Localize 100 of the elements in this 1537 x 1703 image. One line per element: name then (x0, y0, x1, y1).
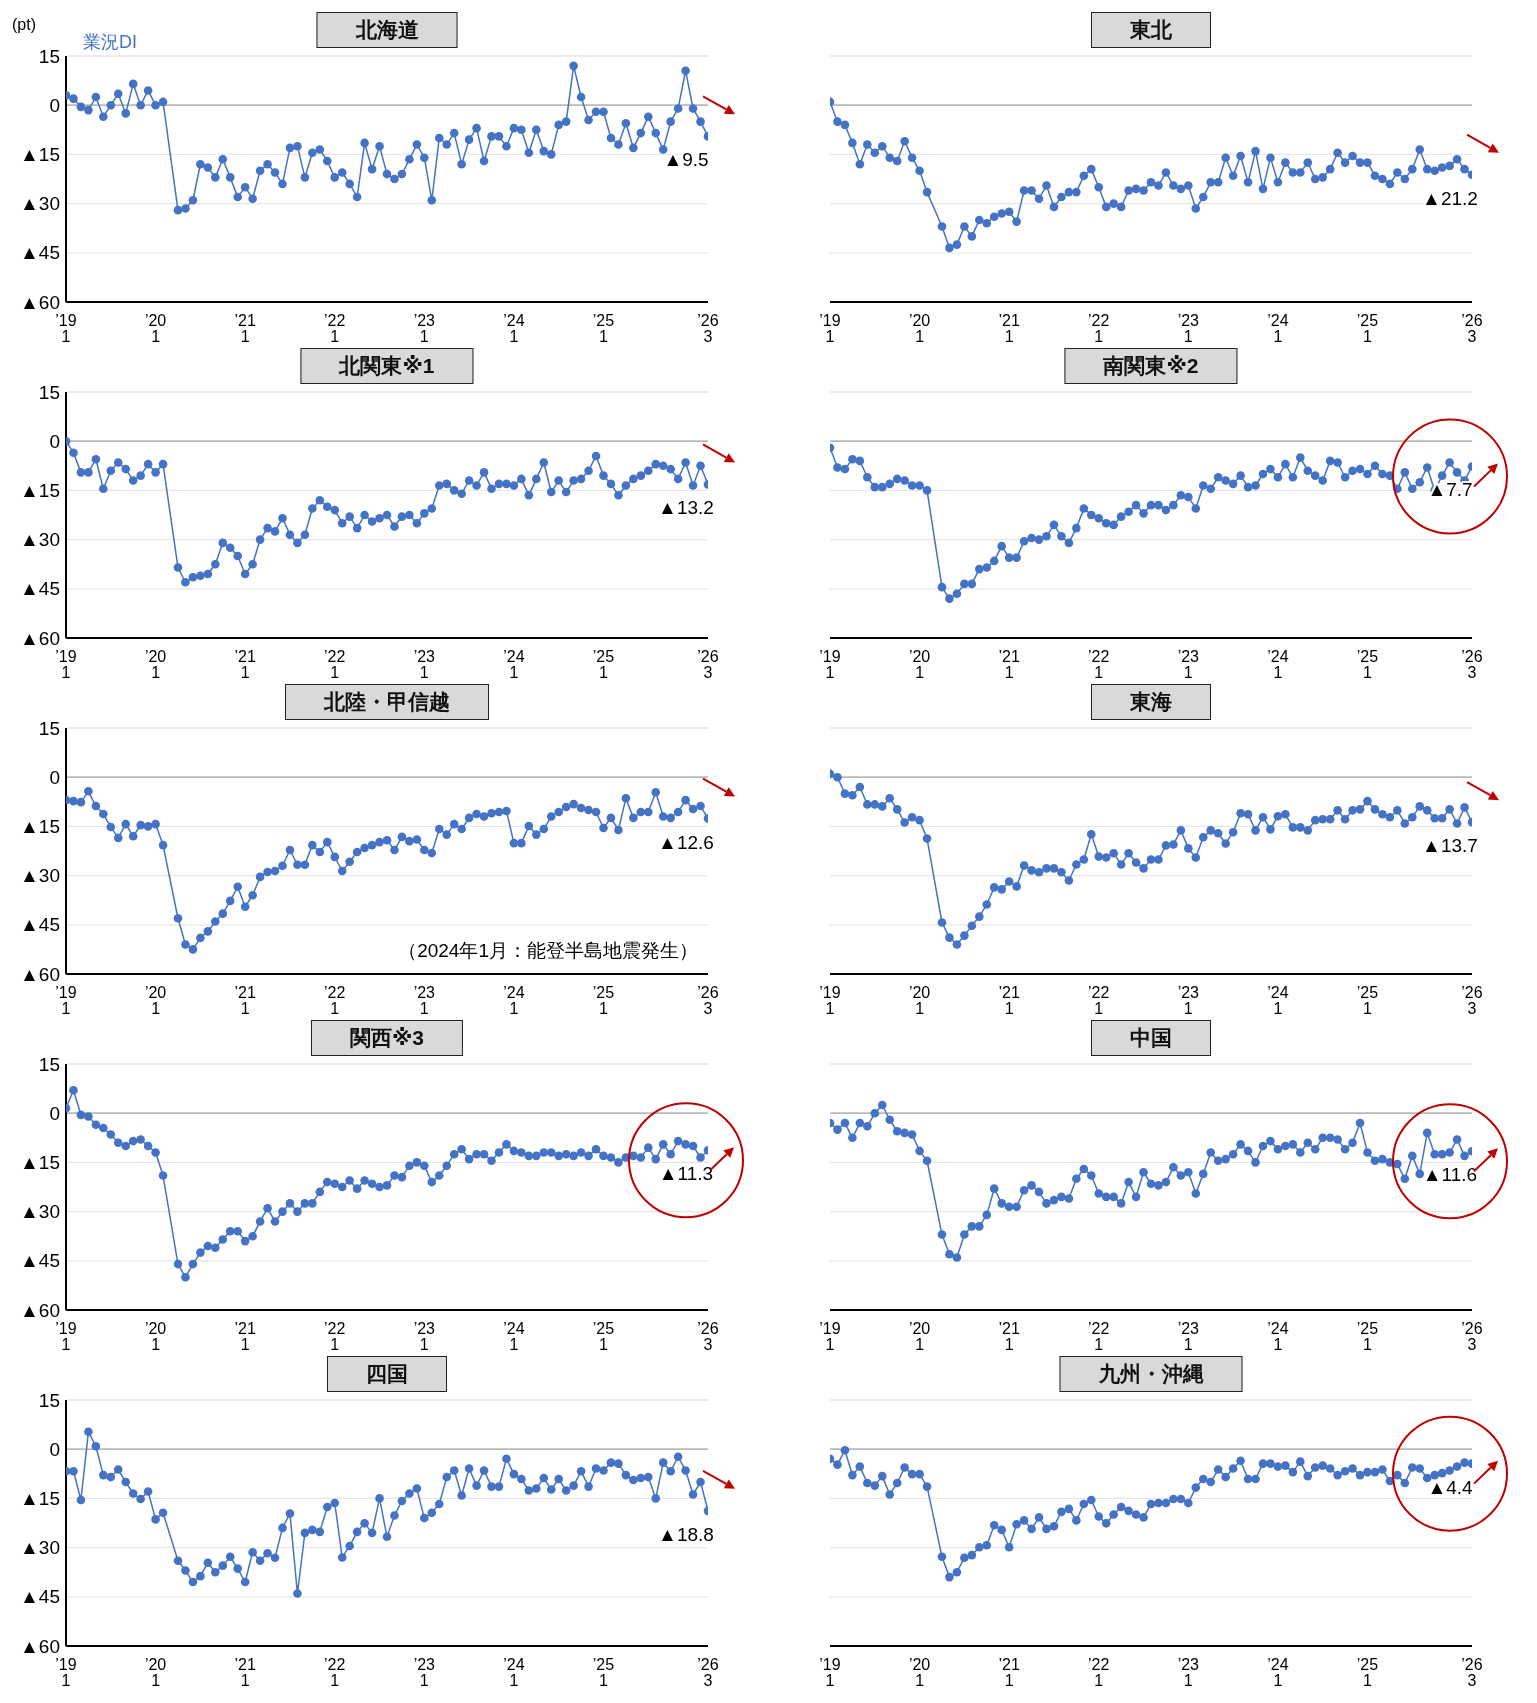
x-tick-label: ’22 1 (1088, 1319, 1110, 1353)
annotation: ▲11.6 (1422, 1164, 1478, 1186)
x-tick-label: ’25 1 (1356, 1655, 1379, 1689)
y-tick-label: ▲15 (20, 816, 60, 838)
y-tick-label: ▲45 (20, 578, 60, 600)
x-tick-label: ’23 1 (1177, 1655, 1200, 1689)
y-tick-label: ▲60 (20, 1299, 60, 1321)
x-tick-label: ’26 3 (697, 647, 719, 681)
x-tick-label: ’19 1 (819, 311, 841, 345)
x-tick-label: ’25 1 (1356, 311, 1379, 345)
x-tick-label: ’25 1 (592, 647, 615, 681)
x-tick-label: ’26 3 (1461, 983, 1483, 1017)
x-tick-label: ’21 1 (234, 1319, 256, 1353)
x-tick-label: ’22 1 (1088, 1655, 1110, 1689)
x-tick-label: ’24 1 (1267, 311, 1289, 345)
x-tick-label: ’20 1 (144, 1319, 167, 1353)
chart-title: 北関東※1 (300, 348, 474, 384)
chart-title: 東北 (1091, 12, 1211, 48)
x-tick-label: ’20 1 (144, 983, 167, 1017)
chart-title: 九州・沖縄 (1059, 1356, 1243, 1392)
x-tick-label: ’19 1 (819, 983, 841, 1017)
y-tick-label: ▲60 (20, 1635, 60, 1657)
y-tick-label: 15 (38, 717, 60, 739)
x-tick-label: ’24 1 (1267, 1655, 1289, 1689)
y-tick-label: ▲45 (20, 1250, 60, 1272)
annotation: ▲4.4 (1427, 1476, 1474, 1498)
x-tick-label: ’20 1 (908, 647, 931, 681)
y-tick-label: ▲15 (20, 1488, 60, 1510)
y-tick-label: 0 (49, 430, 60, 452)
annotation: ▲18.8 (658, 1523, 714, 1545)
annotation: ▲21.2 (1422, 187, 1478, 209)
chart-title: 四国 (327, 1356, 447, 1392)
x-tick-label: ’24 1 (503, 1655, 525, 1689)
x-tick-label: ’26 3 (1461, 311, 1483, 345)
chart-title: 東海 (1091, 684, 1211, 720)
x-tick-label: ’22 1 (1088, 647, 1110, 681)
x-tick-label: ’19 1 (819, 1319, 841, 1353)
x-tick-label: ’19 1 (55, 647, 77, 681)
x-tick-label: ’26 3 (697, 1319, 719, 1353)
y-tick-label: ▲30 (20, 1537, 60, 1559)
x-tick-label: ’21 1 (998, 983, 1020, 1017)
annotation: ▲13.7 (1422, 835, 1478, 857)
x-tick-label: ’24 1 (1267, 1319, 1289, 1353)
x-tick-label: ’23 1 (1177, 647, 1200, 681)
series-label: 業況DI (83, 32, 137, 52)
y-tick-label: ▲30 (20, 529, 60, 551)
y-tick-label: ▲15 (20, 480, 60, 502)
y-tick-label: ▲60 (20, 291, 60, 313)
x-tick-label: ’21 1 (998, 1319, 1020, 1353)
annotation: ▲13.2 (658, 497, 714, 519)
x-tick-label: ’20 1 (144, 1655, 167, 1689)
x-tick-label: ’23 1 (413, 647, 436, 681)
x-tick-label: ’21 1 (234, 1655, 256, 1689)
y-tick-label: ▲60 (20, 963, 60, 985)
chart-title: 北陸・甲信越 (285, 684, 489, 720)
chart-title: 中国 (1091, 1020, 1211, 1056)
x-tick-label: ’26 3 (697, 983, 719, 1017)
x-tick-label: ’26 3 (1461, 1319, 1483, 1353)
x-tick-label: ’21 1 (234, 647, 256, 681)
annotation: ▲12.6 (658, 831, 714, 853)
x-tick-label: ’25 1 (1356, 647, 1379, 681)
x-tick-label: ’22 1 (324, 1319, 346, 1353)
y-tick-label: 0 (49, 1438, 60, 1460)
y-tick-label: ▲30 (20, 1201, 60, 1223)
x-tick-label: ’23 1 (413, 311, 436, 345)
x-tick-label: ’26 3 (1461, 1655, 1483, 1689)
y-axis-title: (pt) (12, 16, 36, 34)
chart-title: 南関東※2 (1064, 348, 1238, 384)
x-tick-label: ’22 1 (1088, 311, 1110, 345)
x-tick-label: ’19 1 (55, 1319, 77, 1353)
annotation: ▲7.7 (1427, 479, 1473, 501)
x-tick-label: ’22 1 (324, 983, 346, 1017)
x-tick-label: ’24 1 (503, 647, 525, 681)
x-tick-label: ’19 1 (55, 311, 77, 345)
x-tick-label: ’25 1 (1356, 983, 1379, 1017)
y-tick-label: ▲45 (20, 242, 60, 264)
x-tick-label: ’25 1 (592, 311, 615, 345)
x-tick-label: ’22 1 (324, 1655, 346, 1689)
x-tick-label: ’24 1 (503, 1319, 525, 1353)
chart-title: 北海道 (316, 12, 458, 48)
x-tick-label: ’23 1 (413, 1319, 436, 1353)
x-tick-label: ’21 1 (998, 311, 1020, 345)
x-tick-label: ’25 1 (592, 983, 615, 1017)
x-tick-label: ’22 1 (1088, 983, 1110, 1017)
y-tick-label: ▲15 (20, 144, 60, 166)
chart-title: 関西※3 (310, 1020, 464, 1056)
x-tick-label: ’26 3 (697, 311, 719, 345)
x-tick-label: ’19 1 (55, 983, 77, 1017)
y-tick-label: ▲30 (20, 193, 60, 215)
x-tick-label: ’20 1 (908, 311, 931, 345)
x-tick-label: ’20 1 (908, 1655, 931, 1689)
x-tick-label: ’22 1 (324, 647, 346, 681)
x-tick-label: ’25 1 (592, 1319, 615, 1353)
x-tick-label: ’21 1 (234, 983, 256, 1017)
x-tick-label: ’19 1 (819, 1655, 841, 1689)
y-tick-label: 0 (49, 1102, 60, 1124)
x-tick-label: ’20 1 (908, 983, 931, 1017)
x-tick-label: ’20 1 (908, 1319, 931, 1353)
y-tick-label: 15 (38, 1389, 60, 1411)
x-tick-label: ’21 1 (234, 311, 256, 345)
